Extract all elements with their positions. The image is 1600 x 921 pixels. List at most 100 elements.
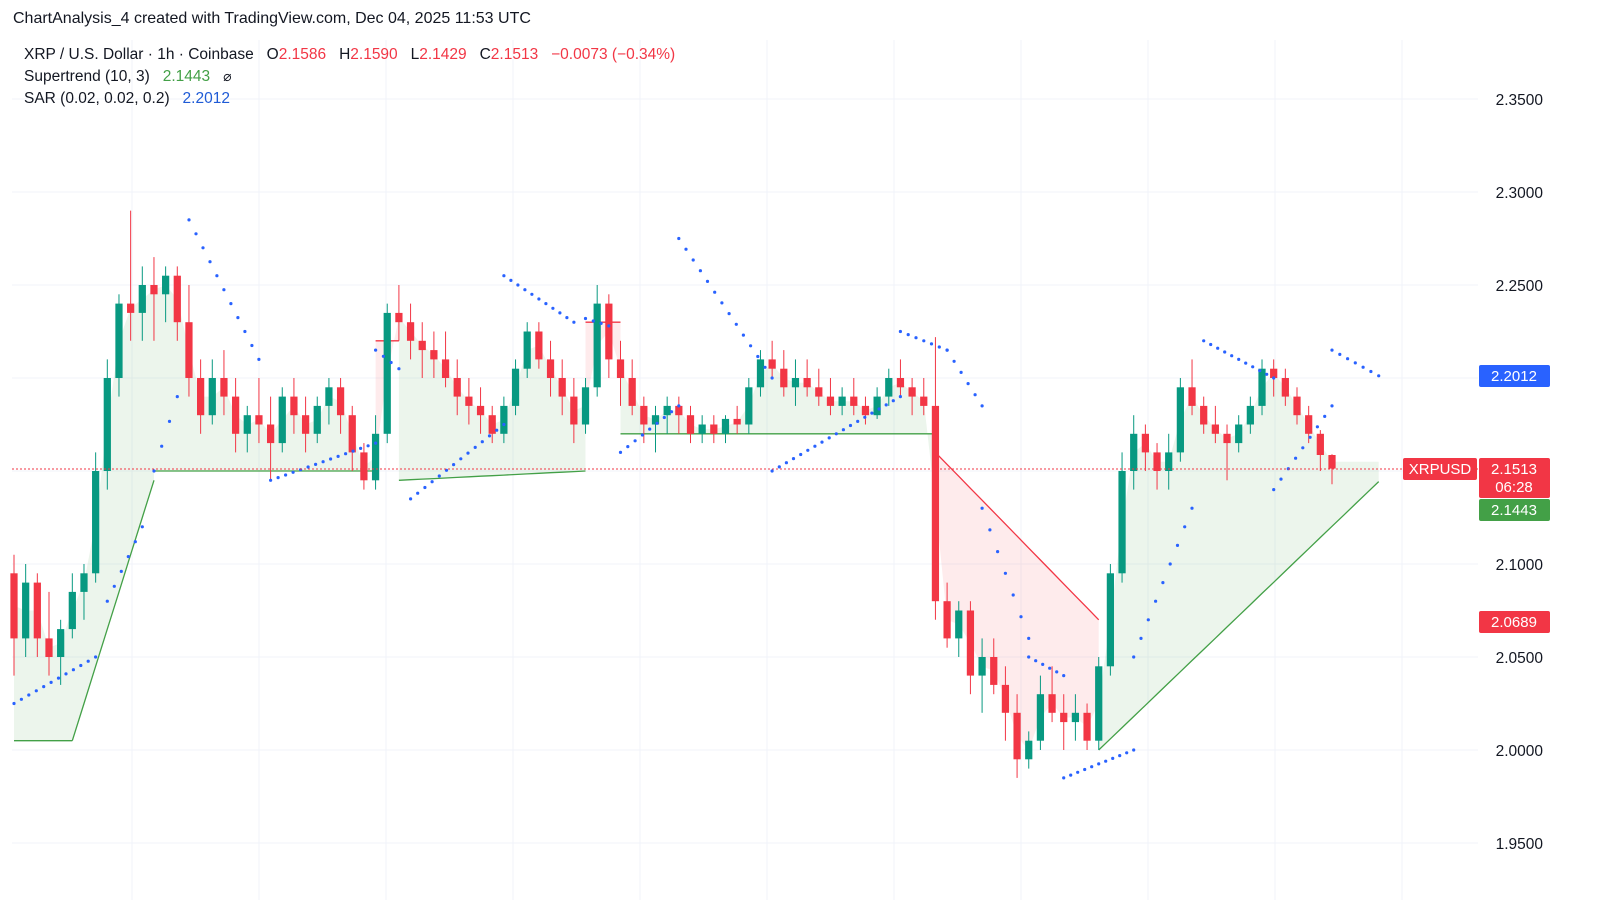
sar-dot xyxy=(1076,770,1080,774)
sar-dot xyxy=(1062,776,1066,780)
sar-dot xyxy=(684,247,688,251)
candle-body xyxy=(931,405,940,602)
sar-dot xyxy=(140,525,144,529)
sar-dot xyxy=(973,393,977,397)
candle xyxy=(1223,424,1231,481)
candle-body xyxy=(1048,694,1056,713)
candle xyxy=(1118,452,1126,583)
candle xyxy=(313,396,321,444)
y-tick-label: 2.2500 xyxy=(1496,278,1544,295)
sar-dot xyxy=(1301,446,1305,450)
candle xyxy=(208,359,216,425)
candle-body xyxy=(1036,694,1045,741)
candle xyxy=(990,638,998,695)
sar-dot xyxy=(175,395,179,399)
candle xyxy=(791,359,800,406)
sar-dot xyxy=(291,470,295,474)
candle-body xyxy=(92,471,100,574)
candle-body xyxy=(838,396,846,406)
candle-body xyxy=(197,378,205,416)
sar-dot xyxy=(727,312,731,316)
candle xyxy=(80,564,88,620)
candle xyxy=(278,387,286,453)
candle-body xyxy=(290,396,298,416)
sar-dot xyxy=(269,478,273,482)
candle-body xyxy=(68,591,76,630)
candle xyxy=(57,619,65,685)
price-tag: 2.1513 06:28 xyxy=(1479,458,1550,498)
candle-body xyxy=(616,359,625,378)
candle-body xyxy=(10,573,18,639)
supertrend-line-up xyxy=(398,470,586,481)
sar-dot xyxy=(257,357,261,361)
sar-dot xyxy=(229,302,233,306)
sar-dot xyxy=(799,452,803,457)
candle-body xyxy=(278,396,286,444)
candle-body xyxy=(1001,684,1010,713)
sar-dot xyxy=(243,329,247,334)
eye-off-icon[interactable]: ⌀ xyxy=(223,68,232,84)
sar-dot xyxy=(1251,365,1255,369)
low-marker-tag: 2.0689 xyxy=(1479,611,1550,633)
candle xyxy=(115,294,123,397)
candle xyxy=(663,396,671,434)
candle-body xyxy=(780,368,788,388)
sar-dot xyxy=(1097,762,1101,766)
candle xyxy=(1281,368,1289,406)
sar-dot xyxy=(1069,773,1073,777)
legend-supertrend[interactable]: Supertrend (10, 3) 2.1443 ⌀ xyxy=(24,68,232,86)
sar-dot xyxy=(834,432,838,436)
sar-dot xyxy=(64,672,68,676)
sar-dot xyxy=(236,316,240,320)
sar-dot xyxy=(1132,748,1136,752)
sar-dot xyxy=(86,659,90,663)
sar-dot xyxy=(495,428,499,432)
candle xyxy=(255,378,263,444)
candle-body xyxy=(955,610,963,639)
candle-body xyxy=(990,657,998,685)
sar-dot xyxy=(1139,636,1143,641)
candle-body xyxy=(383,312,391,434)
legend-ohlc[interactable]: XRP / U.S. Dollar · 1h · Coinbase O2.158… xyxy=(24,46,675,64)
sar-dot xyxy=(607,324,611,328)
candle xyxy=(733,405,741,434)
y-tick-label: 2.1000 xyxy=(1496,557,1544,574)
sar-dot xyxy=(1090,765,1094,769)
candle xyxy=(1095,657,1103,750)
candle xyxy=(68,573,76,639)
candle xyxy=(1141,424,1149,471)
sar-dot xyxy=(980,506,984,510)
legend-low: 2.1429 xyxy=(419,46,467,63)
sar-dot xyxy=(381,354,385,358)
sar-dot xyxy=(1202,339,1206,343)
sar-dot xyxy=(336,454,340,458)
sar-dot xyxy=(27,693,31,697)
sar-dot xyxy=(160,444,164,448)
candle-body xyxy=(1235,424,1243,444)
candle xyxy=(978,638,986,713)
sar-dot xyxy=(996,550,1000,554)
candle-body xyxy=(570,396,578,425)
candle xyxy=(675,396,683,434)
candle xyxy=(1200,396,1208,434)
candle-body xyxy=(1188,387,1196,406)
candle-body xyxy=(826,396,835,406)
sar-dot xyxy=(423,485,427,490)
sar-dot xyxy=(669,410,674,414)
candle xyxy=(371,415,380,490)
sar-dot xyxy=(133,540,137,544)
sar-dot xyxy=(1338,352,1342,356)
sar-dot xyxy=(473,445,477,449)
legend-sar[interactable]: SAR (0.02, 0.02, 0.2) 2.2012 xyxy=(24,90,230,108)
sar-dot xyxy=(898,329,903,334)
svg-text:2.1513: 2.1513 xyxy=(1491,461,1537,478)
sar-dot xyxy=(452,463,456,467)
candle xyxy=(1071,694,1080,741)
candle xyxy=(162,266,170,323)
sar-dot xyxy=(749,344,753,348)
sar-dot xyxy=(250,343,254,348)
candle-body xyxy=(476,405,485,416)
candle-body xyxy=(1095,666,1103,741)
legend-change: −0.0073 (−0.34%) xyxy=(551,46,676,63)
